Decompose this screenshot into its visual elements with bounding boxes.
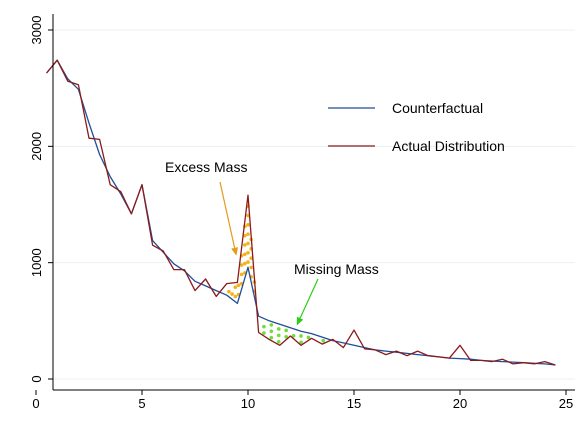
x-tick-label: 5: [138, 396, 145, 411]
excess-mass-dot: [233, 294, 238, 299]
excess-mass-dot: [236, 283, 241, 288]
annotation-missing-arrow: [299, 278, 319, 319]
legend: Counterfactual Actual Distribution: [328, 100, 505, 154]
missing-mass-dot: [276, 339, 281, 344]
excess-mass-dot: [233, 285, 238, 290]
series-lines: [46, 59, 556, 366]
missing-mass-dot: [269, 323, 274, 327]
excess-mass-dot: [239, 272, 244, 277]
y-tick-label: 0: [29, 375, 44, 382]
missing-mass-dot: [299, 334, 303, 338]
excess-mass-dot: [246, 260, 250, 264]
missing-mass-dot: [291, 334, 296, 338]
series-line-actual: [46, 59, 556, 366]
missing-mass-dot: [269, 329, 274, 334]
missing-mass-dot: [284, 334, 288, 339]
x-tick-label: 25: [559, 396, 573, 411]
x-tick-label: 0: [32, 396, 39, 411]
excess-mass-dot: [249, 265, 253, 270]
annotation-missing: Missing Mass: [294, 261, 379, 326]
annotation-excess-arrow: [219, 181, 236, 249]
annotation-excess: Excess Mass: [165, 159, 247, 256]
excess-mass-dot: [246, 250, 250, 255]
x-tick-label: 15: [347, 396, 361, 411]
legend-label-actual: Actual Distribution: [392, 138, 505, 154]
excess-mass-dot: [246, 232, 250, 236]
missing-mass-dot: [321, 338, 326, 343]
excess-mass-dot: [243, 233, 247, 238]
excess-mass-dot: [227, 289, 231, 294]
annotation-missing-label: Missing Mass: [294, 261, 379, 277]
mass-dots: [227, 204, 326, 345]
missing-mass-dot: [284, 328, 288, 333]
x-tick-label: 20: [453, 396, 467, 411]
missing-mass-dot: [276, 333, 281, 338]
missing-mass-dot: [276, 327, 281, 331]
excess-mass-dot: [246, 241, 250, 246]
excess-mass-dot: [243, 243, 247, 247]
excess-mass-dot: [249, 256, 253, 260]
excess-mass-dot: [230, 292, 234, 296]
y-tick-label: 2000: [29, 132, 44, 161]
x-tick-label: 10: [241, 396, 255, 411]
annotation-excess-arrowhead: [231, 247, 239, 256]
excess-mass-dot: [243, 261, 247, 266]
excess-mass-dot: [246, 223, 250, 227]
excess-mass-dot: [239, 263, 244, 267]
missing-mass-dot: [262, 331, 266, 335]
annotation-excess-label: Excess Mass: [165, 159, 247, 175]
axes: 0 1000 2000 3000 0 5 10 15 20 25: [29, 14, 575, 411]
y-tick-label: 3000: [29, 16, 44, 45]
missing-mass-dot: [299, 340, 303, 345]
legend-label-counterfactual: Counterfactual: [392, 100, 483, 116]
grid-lines: [53, 29, 575, 380]
missing-mass-dot: [269, 335, 274, 340]
excess-mass-dot: [243, 252, 247, 257]
annotation-missing-arrowhead: [296, 316, 304, 326]
missing-mass-dot: [262, 324, 266, 329]
missing-mass-dot: [306, 335, 311, 340]
y-tick-label: 1000: [29, 248, 44, 277]
